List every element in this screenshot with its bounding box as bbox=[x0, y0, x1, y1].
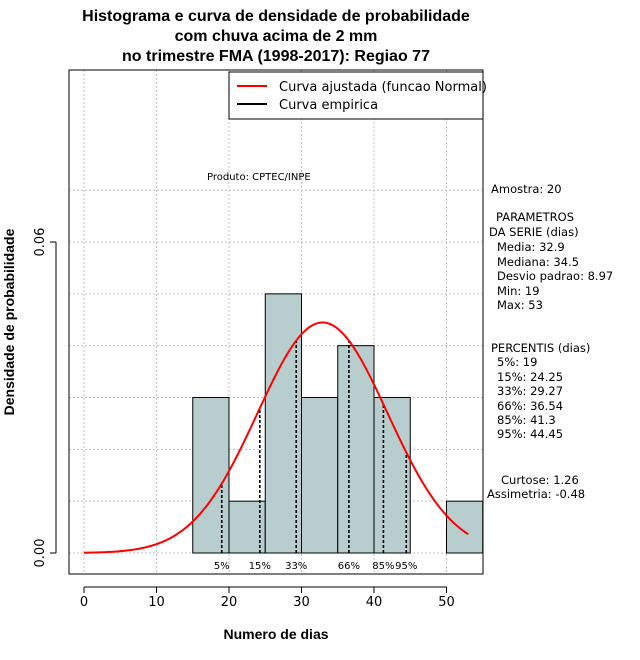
sample-size: Amostra: 20 bbox=[491, 182, 562, 196]
x-tick-label: 30 bbox=[293, 595, 310, 610]
percentil-33: 33%: 29.27 bbox=[497, 384, 563, 398]
x-tick-label: 10 bbox=[148, 595, 165, 610]
x-tick-label: 40 bbox=[366, 595, 383, 610]
percentil-95: 95%: 44.45 bbox=[497, 427, 563, 441]
chart-title: Histograma e curva de densidade de proba… bbox=[82, 8, 470, 65]
params-subheading: DA SERIE (dias) bbox=[489, 225, 579, 239]
histogram-bar bbox=[264, 293, 302, 554]
grid bbox=[69, 70, 483, 574]
plot-frame bbox=[68, 69, 484, 575]
kurtosis: Curtose: 1.26 bbox=[501, 473, 579, 487]
x-axis: 0 10 20 30 40 50 bbox=[80, 586, 455, 610]
percentile-lines: 5% 15% 33% 66% 85% 95% bbox=[214, 340, 417, 572]
skewness: Assimetria: -0.48 bbox=[487, 487, 585, 501]
histogram-bar bbox=[301, 397, 339, 554]
percentis-heading: PERCENTIS (dias) bbox=[491, 341, 590, 355]
x-tick-label: 20 bbox=[221, 595, 238, 610]
y-axis-label: Densidade de probabilidade bbox=[1, 228, 17, 415]
histogram-bar bbox=[337, 345, 375, 554]
x-tick-label: 50 bbox=[438, 595, 455, 610]
percentil-85: 85%: 41.3 bbox=[497, 413, 556, 427]
y-axis: 0.00 0.06 bbox=[33, 228, 57, 568]
percentile-label: 5% bbox=[214, 561, 230, 572]
param-min: Min: 19 bbox=[497, 284, 540, 298]
param-mean: Media: 32.9 bbox=[497, 240, 565, 254]
param-median: Mediana: 34.5 bbox=[497, 255, 579, 269]
legend: Curva ajustada (funcao Normal) Curva emp… bbox=[228, 71, 487, 120]
percentile-label: 15% bbox=[249, 561, 271, 572]
percentile-label: 66% bbox=[338, 561, 360, 572]
histogram-bar bbox=[192, 397, 230, 554]
title-line-1: Histograma e curva de densidade de proba… bbox=[82, 8, 470, 25]
percentile-label: 33% bbox=[285, 561, 307, 572]
y-tick-label: 0.06 bbox=[33, 228, 48, 257]
percentil-15: 15%: 24.25 bbox=[497, 370, 563, 384]
statistics-panel: Amostra: 20 PARAMETROS DA SERIE (dias) M… bbox=[487, 182, 613, 501]
percentil-5: 5%: 19 bbox=[497, 355, 537, 369]
normal-fit-curve bbox=[83, 321, 469, 554]
histogram-bar bbox=[446, 500, 484, 554]
params-heading: PARAMETROS bbox=[496, 210, 574, 224]
percentile-label: 85% bbox=[372, 561, 394, 572]
title-line-2: com chuva acima de 2 mm bbox=[175, 28, 378, 45]
legend-fit-label: Curva ajustada (funcao Normal) bbox=[279, 80, 487, 95]
param-sd: Desvio padrao: 8.97 bbox=[497, 269, 613, 283]
legend-box bbox=[228, 71, 484, 120]
legend-empirical-label: Curva empirica bbox=[279, 98, 378, 113]
percentile-label: 95% bbox=[395, 561, 417, 572]
param-max: Max: 53 bbox=[497, 298, 543, 312]
x-axis-label: Numero de dias bbox=[223, 626, 328, 642]
title-line-3: no trimestre FMA (1998-2017): Regiao 77 bbox=[122, 48, 430, 65]
histogram-bars bbox=[192, 293, 484, 554]
percentil-66: 66%: 36.54 bbox=[497, 399, 563, 413]
product-credit: Produto: CPTEC/INPE bbox=[207, 172, 311, 183]
x-tick-label: 0 bbox=[80, 595, 88, 610]
y-tick-label: 0.00 bbox=[33, 539, 48, 568]
